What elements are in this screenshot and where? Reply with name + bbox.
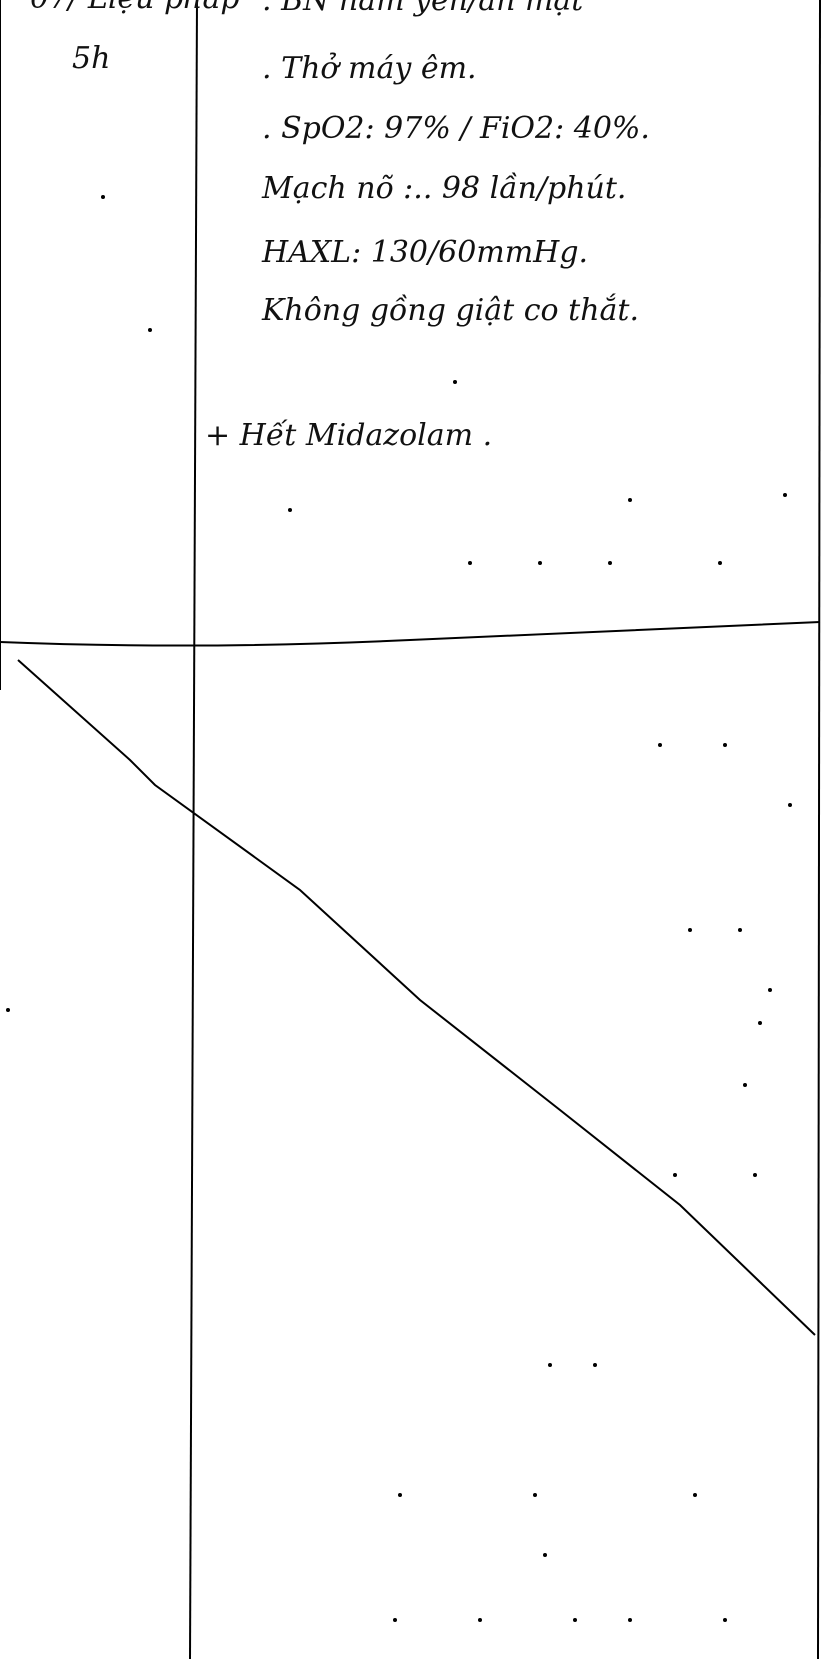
left-entry: 5h: [72, 41, 110, 76]
left-entry: 07/ Liệu pháp: [30, 0, 240, 16]
note-line: . SpO2: 97% / FiO2: 40%.: [262, 111, 650, 146]
scan-noise: [6, 195, 792, 1622]
note-line: + Hết Midazolam .: [205, 418, 492, 453]
note-line: Mạch nõ :.. 98 lần/phút.: [261, 171, 626, 206]
note-line: . Thở máy êm.: [262, 51, 477, 86]
note-line: Không gồng giật co thắt.: [261, 293, 639, 328]
right-border: [817, 0, 821, 1659]
row-divider: [0, 621, 821, 647]
note-line: HAXL: 130/60mmHg.: [261, 235, 588, 270]
column-divider: [189, 0, 198, 1659]
cross-out-line: [17, 659, 816, 1336]
note-line: . BN nằm yên/ăn mặt: [262, 0, 584, 18]
